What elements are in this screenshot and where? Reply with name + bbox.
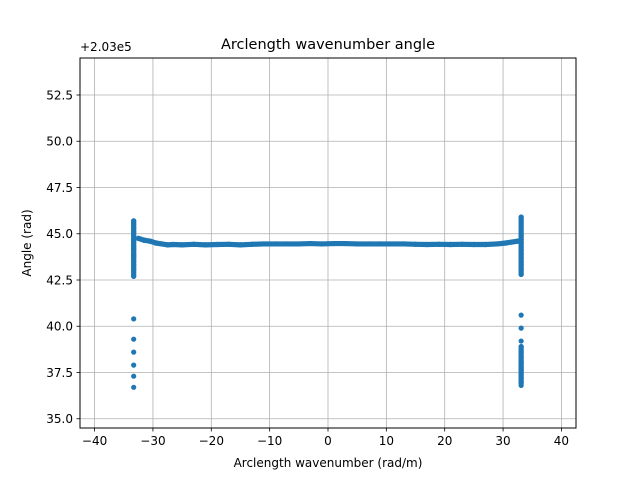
data-point: [131, 349, 137, 355]
x-tick-label: −40: [82, 434, 107, 448]
data-point: [131, 373, 137, 379]
x-tick-label: −30: [140, 434, 165, 448]
dense-point-run: [509, 238, 521, 245]
data-point: [131, 336, 137, 342]
data-point: [131, 384, 137, 390]
scatter-points: [131, 214, 524, 390]
series-plateau: [135, 235, 521, 248]
series-right-edge-cluster: [518, 214, 524, 389]
y-tick-label: 37.5: [46, 366, 73, 380]
x-axis-ticks: −40 −30 −20 −10 0 10 20 30 40: [82, 428, 569, 448]
x-tick-label: 40: [554, 434, 569, 448]
y-tick-label: 40.0: [46, 320, 73, 334]
x-tick-label: 30: [495, 434, 510, 448]
y-axis-offset-text: +2.03e5: [80, 40, 132, 54]
data-point: [518, 312, 524, 318]
chart-title: Arclength wavenumber angle: [221, 37, 435, 53]
x-tick-label: 20: [437, 434, 452, 448]
x-tick-label: 0: [324, 434, 332, 448]
data-point: [131, 362, 137, 368]
series-left-edge-cluster: [131, 218, 137, 390]
x-tick-label: −20: [199, 434, 224, 448]
y-tick-label: 52.5: [46, 88, 73, 102]
y-axis-ticks: 35.0 37.5 40.0 42.5 45.0 47.5 50.0 52.5: [46, 88, 80, 426]
data-point: [518, 325, 524, 331]
y-tick-label: 42.5: [46, 273, 73, 287]
data-point: [131, 316, 137, 322]
x-tick-label: 10: [379, 434, 394, 448]
y-tick-label: 47.5: [46, 181, 73, 195]
y-tick-label: 35.0: [46, 412, 73, 426]
y-tick-label: 45.0: [46, 227, 73, 241]
x-tick-label: −10: [257, 434, 282, 448]
y-tick-label: 50.0: [46, 135, 73, 149]
y-axis-label: Angle (rad): [20, 209, 34, 276]
data-point: [518, 338, 524, 344]
x-axis-label: Arclength wavenumber (rad/m): [234, 456, 423, 470]
